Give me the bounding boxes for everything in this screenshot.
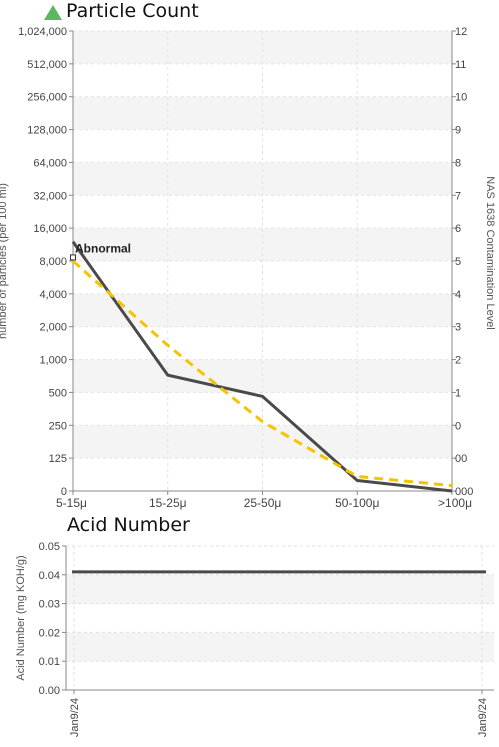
y-tick-label: 0 [61, 486, 67, 498]
y2-tick-label: 5 [455, 256, 461, 268]
plot-band [66, 574, 494, 604]
particle-count-chart: 1,024,000512,000256,000128,00064,00032,0… [0, 26, 496, 510]
y-tick-label: 128,000 [27, 125, 67, 137]
y-tick-label: 0.05 [39, 541, 60, 553]
plot-band [73, 162, 452, 196]
y2-tick-label: 3 [455, 322, 461, 334]
y2-tick-label: 12 [455, 26, 467, 38]
particle-count-title: Particle Count [66, 0, 199, 22]
plot-band [66, 632, 494, 662]
series-line-limit [72, 259, 453, 488]
y-tick-label: 250 [49, 420, 67, 432]
plot-band [73, 31, 452, 64]
y-tick-label: 0.03 [39, 599, 60, 611]
annotation-label: Abnormal [75, 241, 131, 255]
y2-axis-title: NAS 1638 Contamination Level [484, 176, 496, 329]
y-tick-label: 0.04 [39, 570, 60, 582]
x-tick-label: 50-100μ [335, 496, 379, 510]
acid-number-title: Acid Number [67, 514, 190, 536]
status-up-triangle-icon [44, 5, 62, 20]
y2-tick-label: 9 [455, 125, 461, 137]
y2-tick-label: 7 [455, 190, 461, 202]
y-tick-label: 512,000 [27, 59, 67, 71]
x-tick-label: 5-15μ [56, 496, 87, 510]
y2-tick-label: 1 [455, 387, 461, 399]
x-tick-label: >100μ [438, 496, 472, 510]
y2-tick-label: 2 [455, 355, 461, 367]
x-tick-label: Jan9/24 [69, 698, 81, 737]
plot-band [73, 96, 452, 130]
y2-tick-label: 0 [455, 420, 461, 432]
x-tick-label: Jan9/24 [477, 698, 489, 737]
y-tick-label: 0.02 [39, 627, 60, 639]
y2-tick-label: 00 [455, 453, 467, 465]
y2-tick-label: 000 [455, 486, 473, 498]
y-tick-label: 4,000 [39, 289, 67, 301]
y2-tick-label: 6 [455, 223, 461, 235]
x-tick-label: 15-25μ [149, 496, 187, 510]
y2-tick-label: 11 [455, 59, 466, 71]
y2-tick-label: 10 [455, 92, 467, 104]
y-axis-title: number of particles (per 100 ml) [0, 183, 9, 339]
y-tick-label: 500 [49, 387, 67, 399]
y-tick-label: 8,000 [39, 256, 67, 268]
y-tick-label: 64,000 [33, 157, 67, 169]
y-tick-label: 16,000 [33, 223, 67, 235]
annotation-marker [70, 254, 76, 261]
y-tick-label: 32,000 [33, 190, 67, 202]
y-tick-label: 0.00 [39, 685, 60, 697]
y-tick-label: 0.01 [39, 656, 60, 668]
x-tick-label: 25-50μ [244, 496, 282, 510]
y-tick-label: 256,000 [27, 92, 67, 104]
y-axis-title: Acid Number (mg KOH/g) [15, 555, 27, 680]
y2-tick-label: 8 [455, 157, 461, 169]
y-tick-label: 1,024,000 [18, 26, 67, 38]
y-tick-label: 125 [49, 453, 67, 465]
y-tick-label: 1,000 [39, 355, 67, 367]
y-tick-label: 2,000 [39, 322, 67, 334]
y2-tick-label: 4 [455, 289, 461, 301]
series-line-measured [71, 240, 453, 493]
